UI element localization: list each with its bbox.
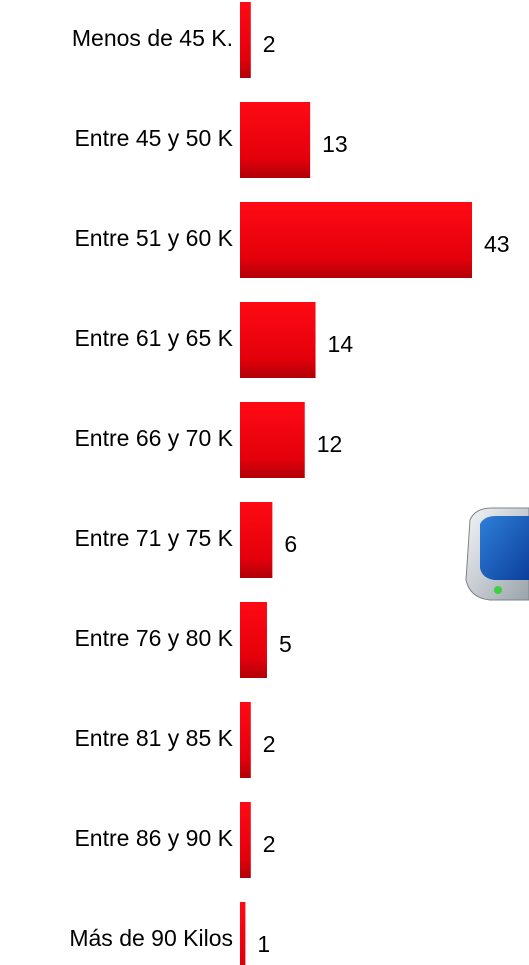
bar (240, 402, 305, 478)
category-label: Entre 86 y 90 K (74, 825, 233, 851)
value-label: 2 (263, 731, 276, 757)
category-label: Menos de 45 K. (72, 25, 233, 51)
chart: Menos de 45 K. 2 Entre 45 y 50 K 13 Entre 51… (0, 0, 529, 965)
category-label: Más de 90 Kilos (69, 925, 233, 951)
category-label: Entre 66 y 70 K (74, 425, 233, 451)
value-label: 14 (328, 331, 354, 357)
category-label: Entre 45 y 50 K (74, 125, 233, 151)
category-label: Entre 61 y 65 K (74, 325, 233, 351)
bar (240, 302, 316, 378)
category-label: Entre 51 y 60 K (74, 225, 233, 251)
bar (240, 802, 251, 878)
bar (240, 902, 245, 965)
bar (240, 2, 251, 78)
bar (240, 502, 272, 578)
bar (240, 602, 267, 678)
computer-icon (466, 508, 529, 600)
value-label: 1 (257, 931, 270, 957)
value-label: 5 (279, 631, 292, 657)
category-label: Entre 71 y 75 K (74, 525, 233, 551)
bar (240, 102, 310, 178)
value-label: 12 (317, 431, 343, 457)
value-label: 2 (263, 831, 276, 857)
value-label: 43 (484, 231, 510, 257)
bar (240, 202, 472, 278)
category-label: Entre 76 y 80 K (74, 625, 233, 651)
value-label: 2 (263, 31, 276, 57)
value-label: 13 (322, 131, 348, 157)
value-label: 6 (284, 531, 297, 557)
bar (240, 702, 251, 778)
category-label: Entre 81 y 85 K (74, 725, 233, 751)
